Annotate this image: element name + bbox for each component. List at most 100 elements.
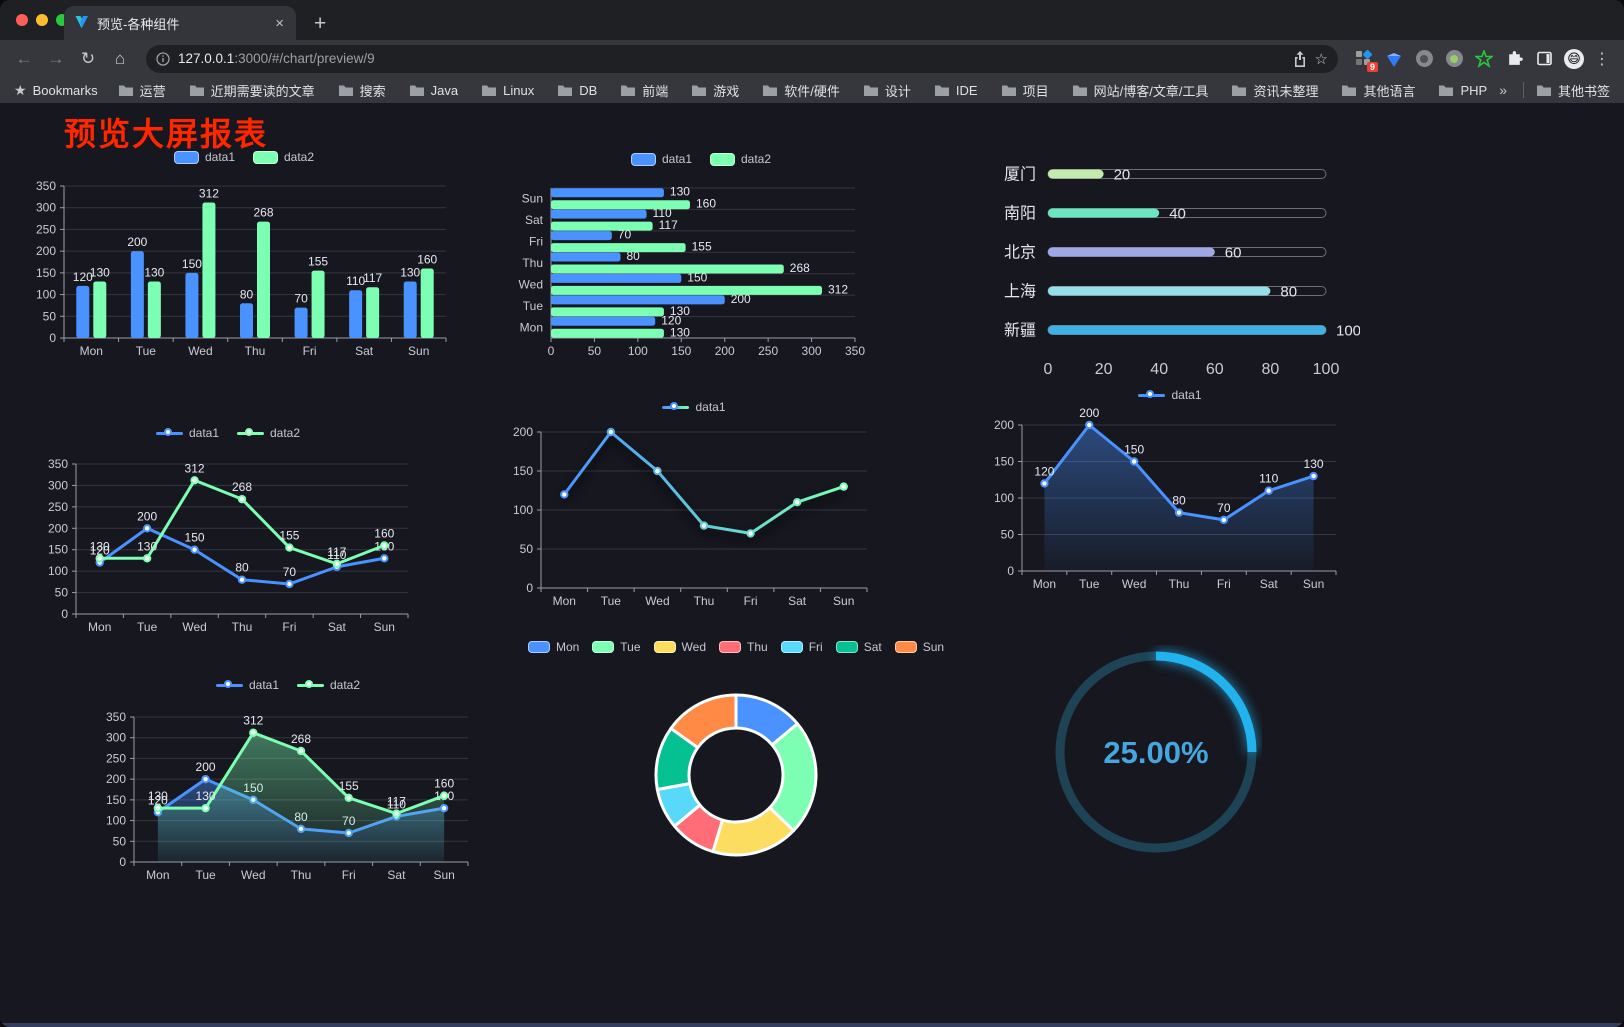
svg-text:Wed: Wed — [188, 344, 212, 358]
site-info-icon[interactable] — [156, 51, 170, 66]
svg-text:250: 250 — [758, 344, 778, 358]
legend-item-data1[interactable]: data1 — [215, 678, 279, 692]
browser-tab[interactable]: 预览-各种组件 × — [64, 6, 296, 40]
wheel-extension-icon[interactable] — [1414, 49, 1434, 69]
bookmark-folder[interactable]: DB — [557, 83, 597, 98]
close-window-button[interactable] — [16, 14, 28, 26]
svg-text:60: 60 — [1206, 361, 1224, 378]
tab-close-button[interactable]: × — [275, 14, 284, 32]
back-button[interactable]: ← — [15, 48, 33, 68]
svg-text:200: 200 — [731, 292, 751, 306]
svg-text:150: 150 — [513, 464, 533, 478]
bookmark-folder[interactable]: 前端 — [620, 81, 668, 100]
chart-gauge: 25.00% — [1050, 645, 1262, 859]
bookmark-folder[interactable]: IDE — [934, 83, 978, 98]
reload-button[interactable]: ↻ — [80, 48, 96, 68]
svg-text:80: 80 — [626, 249, 640, 263]
legend-item-data2[interactable]: data2 — [710, 152, 771, 166]
legend-item-Thu[interactable]: Thu — [719, 640, 768, 654]
svg-text:155: 155 — [339, 779, 359, 793]
green-dot-extension-icon[interactable] — [1444, 49, 1464, 69]
bookmark-folder[interactable]: 近期需要读的文章 — [189, 81, 315, 100]
legend-swatch-icon — [719, 641, 741, 653]
svg-text:Sat: Sat — [525, 213, 544, 227]
line-chart-svg: 0 50 100 150 200 250 300 350 Mon Tue Wed Thu Fri Sat S… — [48, 457, 409, 634]
svg-text:50: 50 — [113, 834, 127, 848]
legend-item-data1[interactable]: data1 — [662, 400, 726, 414]
home-button[interactable]: ⌂ — [114, 48, 126, 68]
svg-text:50: 50 — [1001, 528, 1015, 542]
profile-avatar[interactable]: 😄 — [1564, 48, 1584, 69]
puzzle-extensions-icon[interactable] — [1504, 49, 1524, 69]
legend-item-data1[interactable]: data1 — [155, 426, 219, 440]
legend-swatch-icon — [592, 641, 615, 653]
url-text[interactable]: 127.0.0.1:3000/#/chart/preview/9 — [178, 51, 1285, 66]
bookmark-folder[interactable]: 网站/博客/文章/工具 — [1072, 81, 1208, 100]
chart-area-line: data1 0 50 100 150 200 Mon Tue Wed Thu Fri Sat Sun 12… — [986, 386, 1354, 594]
bookmark-star-icon[interactable]: ☆ — [1314, 50, 1328, 68]
svg-text:80: 80 — [1280, 284, 1297, 301]
bookmark-folder[interactable]: 搜索 — [338, 81, 386, 100]
legend-item-data1[interactable]: data1 — [1138, 388, 1202, 402]
svg-text:Tue: Tue — [601, 594, 622, 608]
svg-text:250: 250 — [48, 500, 68, 514]
bookmark-folder[interactable]: 运营 — [118, 81, 166, 100]
grid-extension-icon[interactable]: 9 — [1354, 49, 1378, 72]
bookmark-folder[interactable]: Java — [409, 83, 458, 98]
folder-icon — [1342, 85, 1357, 96]
folder-icon — [1001, 85, 1016, 96]
bookmark-folder[interactable]: PHP — [1438, 83, 1487, 98]
svg-text:110: 110 — [653, 206, 672, 220]
legend-swatch-icon — [894, 641, 917, 653]
svg-text:Thu: Thu — [694, 594, 715, 608]
minimize-window-button[interactable] — [36, 14, 48, 26]
svg-text:155: 155 — [692, 240, 712, 254]
blue-gem-extension-icon[interactable] — [1384, 49, 1404, 69]
svg-text:70: 70 — [1217, 501, 1231, 515]
legend-item-data1[interactable]: data1 — [173, 150, 235, 164]
legend-swatch-icon — [173, 150, 199, 164]
extensions-row: 9 😄 ⋮ — [1350, 48, 1614, 72]
svg-text:0: 0 — [61, 607, 68, 621]
legend-item-Sat[interactable]: Sat — [835, 640, 882, 654]
other-bookmarks-button[interactable]: 其他书签 — [1536, 81, 1610, 100]
folder-icon — [1439, 85, 1454, 96]
svg-text:120: 120 — [1034, 464, 1054, 478]
legend-item-data1[interactable]: data1 — [630, 152, 692, 166]
svg-text:Thu: Thu — [291, 868, 312, 882]
side-panel-icon[interactable] — [1534, 49, 1554, 69]
bookmark-folder[interactable]: Linux — [481, 83, 534, 98]
legend-item-Tue[interactable]: Tue — [592, 640, 641, 654]
svg-text:南阳: 南阳 — [1004, 205, 1036, 223]
address-bar[interactable]: 127.0.0.1:3000/#/chart/preview/9 ☆ — [146, 44, 1338, 73]
legend-item-Sun[interactable]: Sun — [894, 640, 944, 654]
svg-text:Mon: Mon — [520, 320, 543, 334]
bookmark-folder[interactable]: 游戏 — [691, 81, 739, 100]
svg-text:100: 100 — [994, 491, 1014, 505]
bookmark-folder[interactable]: 项目 — [1001, 81, 1049, 100]
bookmark-folder[interactable]: 资讯未整理 — [1231, 81, 1318, 100]
svg-text:上海: 上海 — [1004, 283, 1036, 301]
bookmark-folder[interactable]: 其他语言 — [1341, 81, 1415, 100]
bookmarks-label[interactable]: Bookmarks — [32, 82, 98, 98]
legend-item-data2[interactable]: data2 — [237, 426, 300, 440]
browser-menu-icon[interactable]: ⋮ — [1594, 50, 1610, 68]
svg-text:150: 150 — [36, 266, 56, 280]
svg-text:110: 110 — [1259, 472, 1278, 486]
tab-favicon-icon — [74, 15, 89, 32]
bookmark-folder[interactable]: 设计 — [863, 81, 911, 100]
svg-text:250: 250 — [36, 222, 56, 236]
green-star-extension-icon[interactable] — [1474, 49, 1494, 69]
legend-item-data2[interactable]: data2 — [297, 678, 360, 692]
bookmark-folder[interactable]: 软件/硬件 — [762, 81, 840, 100]
bookmarks-star-icon[interactable]: ★ — [14, 81, 27, 98]
new-tab-button[interactable]: + — [314, 12, 327, 35]
legend-item-Fri[interactable]: Fri — [780, 640, 823, 654]
forward-button[interactable]: → — [47, 48, 65, 68]
share-icon[interactable] — [1293, 50, 1307, 67]
bookmarks-overflow-button[interactable]: » — [1499, 82, 1507, 98]
legend-item-Wed[interactable]: Wed — [653, 640, 706, 654]
legend-item-data2[interactable]: data2 — [253, 150, 314, 164]
legend-item-Mon[interactable]: Mon — [527, 640, 579, 654]
legend-swatch-icon — [527, 641, 550, 653]
